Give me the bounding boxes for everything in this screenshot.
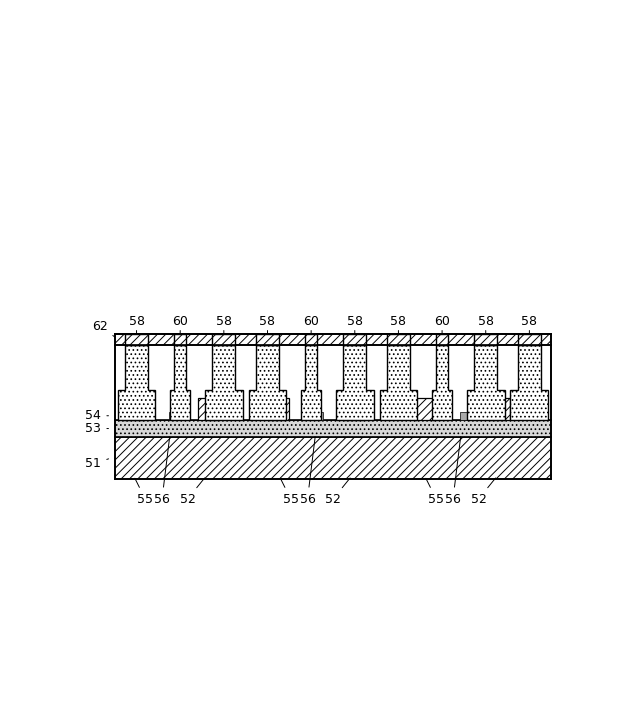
Polygon shape xyxy=(474,334,497,345)
Polygon shape xyxy=(436,334,448,345)
Text: 58: 58 xyxy=(347,315,363,333)
Text: 54: 54 xyxy=(86,409,108,422)
Polygon shape xyxy=(336,345,374,420)
Text: 52: 52 xyxy=(470,478,495,505)
Text: 60: 60 xyxy=(303,315,319,333)
Polygon shape xyxy=(248,345,287,420)
Polygon shape xyxy=(511,345,548,420)
Text: 58: 58 xyxy=(129,315,145,333)
Bar xyxy=(168,412,177,420)
Bar xyxy=(268,398,289,420)
Polygon shape xyxy=(118,345,156,420)
Bar xyxy=(413,398,435,420)
Text: 56: 56 xyxy=(445,437,461,505)
Bar xyxy=(115,345,551,420)
Text: 58: 58 xyxy=(216,315,232,333)
Bar xyxy=(460,412,468,420)
Polygon shape xyxy=(170,345,190,420)
Bar xyxy=(198,398,219,420)
Text: 56: 56 xyxy=(300,437,316,505)
Text: 55: 55 xyxy=(280,478,299,505)
Polygon shape xyxy=(518,334,541,345)
Polygon shape xyxy=(205,345,243,420)
Polygon shape xyxy=(380,345,417,420)
Text: 58: 58 xyxy=(390,315,406,333)
Polygon shape xyxy=(256,334,279,345)
Polygon shape xyxy=(212,334,236,345)
Bar xyxy=(488,398,509,420)
Text: 56: 56 xyxy=(154,437,170,505)
Text: 58: 58 xyxy=(259,315,275,333)
Bar xyxy=(115,420,551,437)
Text: 55: 55 xyxy=(135,478,153,505)
Polygon shape xyxy=(343,334,367,345)
Text: 53: 53 xyxy=(86,422,108,435)
Bar xyxy=(115,334,551,345)
Polygon shape xyxy=(301,345,321,420)
Bar xyxy=(115,437,551,479)
Text: 60: 60 xyxy=(434,315,450,333)
Polygon shape xyxy=(125,334,148,345)
Text: 51: 51 xyxy=(86,457,109,470)
Text: 52: 52 xyxy=(180,478,205,505)
Polygon shape xyxy=(467,345,505,420)
Text: 58: 58 xyxy=(522,315,538,333)
Bar xyxy=(343,398,364,420)
Text: 60: 60 xyxy=(172,315,188,333)
Polygon shape xyxy=(305,334,317,345)
Text: 55: 55 xyxy=(426,478,444,505)
Text: 58: 58 xyxy=(477,315,493,333)
Text: 62: 62 xyxy=(92,321,115,337)
Text: 52: 52 xyxy=(325,478,350,505)
Polygon shape xyxy=(174,334,186,345)
Polygon shape xyxy=(432,345,452,420)
Bar xyxy=(314,412,323,420)
Polygon shape xyxy=(387,334,410,345)
Bar xyxy=(123,398,144,420)
